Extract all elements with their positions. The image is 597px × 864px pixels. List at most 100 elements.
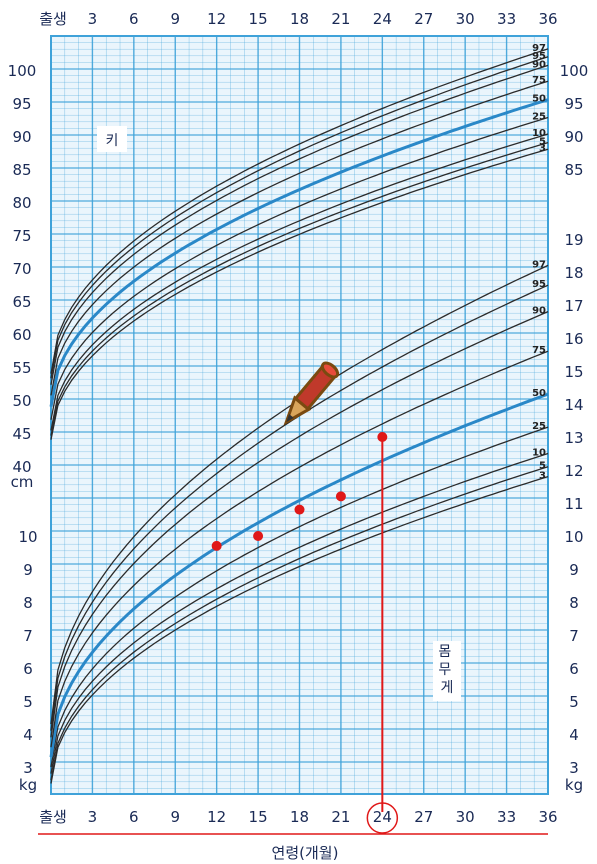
weight-tick-right: 7	[569, 627, 579, 645]
height-curve-p5	[50, 141, 549, 436]
height-curve-p10	[50, 133, 549, 431]
x-tick-top: 24	[373, 10, 392, 28]
height-tick-right: 85	[564, 161, 583, 179]
weight-curve-label-p25: 25	[532, 421, 546, 432]
height-tick-left: 75	[12, 227, 31, 245]
weight-panel-label: 몸 무 게	[438, 644, 455, 696]
x-axis-title: 연령(개월)	[272, 844, 339, 862]
weight-unit-label-left: kg	[19, 776, 37, 794]
weight-point	[294, 504, 305, 515]
age-24-highlight-circle	[366, 802, 399, 834]
height-curve-label-p90: 90	[532, 59, 546, 70]
x-tick-top: 33	[497, 10, 516, 28]
height-curve-label-p25: 25	[532, 112, 546, 123]
weight-tick-right: 16	[564, 330, 583, 348]
height-tick-left: 50	[12, 392, 31, 410]
height-tick-right: 90	[564, 128, 583, 146]
weight-curve-p50	[49, 392, 549, 758]
x-tick-top: 9	[170, 10, 180, 28]
weight-curve-p75	[50, 350, 549, 748]
weight-tick-right: 9	[569, 561, 579, 579]
height-tick-left: 85	[12, 161, 31, 179]
weight-tick-left: 7	[23, 627, 33, 645]
weight-curve-label-p97: 97	[532, 259, 546, 270]
height-curve-label-p75: 75	[532, 75, 546, 86]
x-tick-top: 36	[538, 10, 557, 28]
x-tick-top: 30	[456, 10, 475, 28]
data-points	[211, 432, 399, 834]
height-tick-left: 55	[12, 359, 31, 377]
weight-point	[377, 432, 388, 442]
weight-tick-left: 3	[23, 759, 33, 777]
weight-curve-label-p3: 3	[539, 471, 546, 482]
height-tick-left: 65	[12, 293, 31, 311]
weight-curve-p25	[50, 426, 549, 768]
x-tick-top: 27	[414, 10, 433, 28]
weight-curve-label-p10: 10	[532, 448, 546, 459]
weight-tick-left: 8	[23, 594, 33, 612]
weight-curve-p5	[50, 466, 549, 781]
weight-curve-p90	[50, 311, 549, 738]
height-curve-p75	[50, 80, 549, 396]
height-curve-label-p97: 97	[532, 43, 546, 54]
weight-tick-left: 9	[23, 561, 33, 579]
height-curve-label-p5: 5	[539, 137, 546, 148]
weight-tick-right: 15	[564, 363, 583, 381]
height-tick-right: 95	[564, 95, 583, 113]
weight-curve-p10	[50, 452, 549, 774]
height-tick-right: 100	[560, 62, 589, 80]
x-tick-bottom: 27	[414, 808, 433, 826]
height-tick-left: 95	[12, 95, 31, 113]
weight-tick-right: 10	[564, 528, 583, 546]
weight-tick-right: 4	[569, 726, 579, 744]
height-curve-p90	[50, 64, 549, 385]
weight-tick-right: 8	[569, 594, 579, 612]
height-curve-p50	[49, 98, 549, 407]
height-tick-left: 70	[12, 260, 31, 278]
plot-frame	[50, 35, 549, 795]
height-panel-label: 키	[106, 133, 119, 149]
x-tick-bottom: 18	[290, 808, 309, 826]
percentile-curves	[49, 48, 549, 784]
height-tick-left: 40	[12, 458, 31, 476]
x-tick-bottom: 9	[170, 808, 180, 826]
x-tick-bottom: 36	[538, 808, 557, 826]
x-tick-top: 6	[129, 10, 139, 28]
weight-tick-right: 18	[564, 264, 583, 282]
grid	[50, 35, 549, 795]
height-curve-label-p95: 95	[532, 51, 546, 62]
weight-point	[335, 491, 346, 502]
weight-tick-left: 10	[18, 528, 37, 546]
x-tick-bottom: 15	[249, 808, 268, 826]
weight-point	[253, 531, 264, 541]
height-unit-label: cm	[11, 473, 34, 491]
height-curve-p3	[50, 148, 549, 440]
weight-tick-right: 14	[564, 396, 583, 414]
weight-unit-label-right: kg	[565, 776, 583, 794]
height-tick-left: 60	[12, 326, 31, 344]
height-curve-label-p50: 50	[532, 94, 546, 105]
height-curve-label-p10: 10	[532, 128, 546, 139]
weight-tick-left: 6	[23, 660, 33, 678]
x-tick-bottom: 3	[88, 808, 98, 826]
weight-tick-right: 12	[564, 462, 583, 480]
weight-curve-label-p5: 5	[539, 461, 546, 472]
height-curve-label-p3: 3	[539, 143, 546, 154]
height-tick-left: 45	[12, 425, 31, 443]
x-tick-bottom: 24	[373, 808, 392, 826]
x-tick-bottom: 6	[129, 808, 139, 826]
x-tick-bottom: 12	[207, 808, 226, 826]
weight-curve-p3	[50, 475, 549, 784]
tick-labels: 출생출생336699121215151818212124242727303033…	[8, 10, 589, 826]
height-tick-left: 90	[12, 128, 31, 146]
weight-tick-left: 4	[23, 726, 33, 744]
x-tick-bottom: 30	[456, 808, 475, 826]
weight-tick-right: 19	[564, 231, 583, 249]
x-tick-top: 12	[207, 10, 226, 28]
weight-curve-label-p50: 50	[532, 388, 546, 399]
weight-tick-right: 11	[564, 495, 583, 513]
height-curve-p95	[50, 56, 549, 379]
weight-curve-label-p90: 90	[532, 306, 546, 317]
